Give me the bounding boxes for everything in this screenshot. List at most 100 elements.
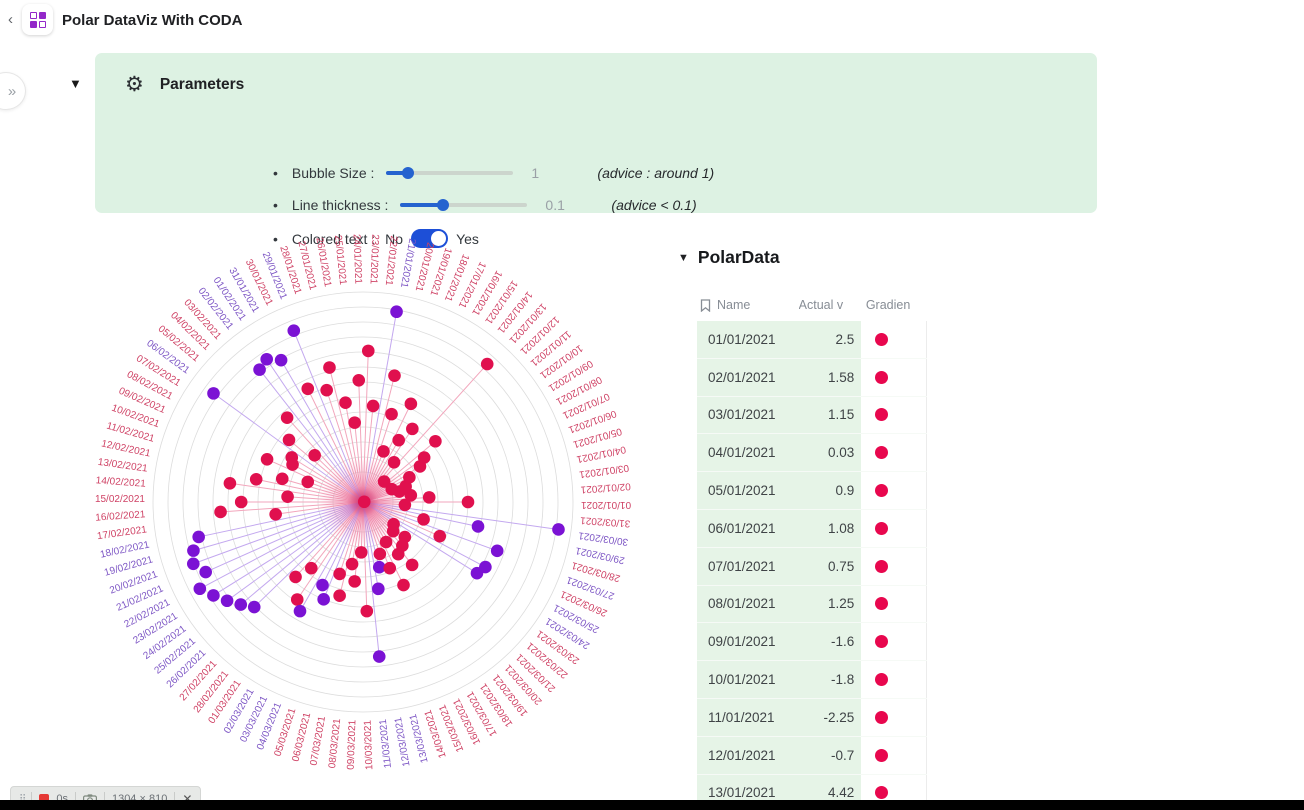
cell-actual-value[interactable]: 1.25 (799, 585, 862, 623)
data-bubble (387, 517, 400, 531)
data-bubble (293, 604, 307, 618)
cell-name[interactable]: 09/01/2021 (697, 623, 800, 661)
data-bubble (199, 565, 212, 579)
cell-name[interactable]: 06/01/2021 (697, 509, 800, 547)
data-bubble (207, 589, 220, 602)
cell-actual-value[interactable]: 0.9 (799, 472, 862, 509)
sidebar-expand-button[interactable]: » (0, 72, 26, 110)
cell-gradient[interactable] (861, 661, 927, 698)
cell-name[interactable]: 02/01/2021 (697, 358, 800, 396)
cell-gradient[interactable] (861, 736, 927, 774)
data-bubble (348, 575, 361, 588)
cell-gradient[interactable] (861, 509, 927, 547)
data-bubble (339, 396, 352, 410)
data-bubble (388, 369, 401, 382)
column-header-gradient[interactable]: Gradien (865, 298, 911, 312)
data-bubble (433, 529, 447, 543)
cell-actual-value[interactable]: 2.5 (799, 321, 862, 358)
data-bubble (282, 433, 296, 447)
bubble-size-slider[interactable] (386, 167, 514, 179)
table-row: 11/01/2021 -2.25 (697, 698, 927, 737)
cell-actual-value[interactable]: 1.58 (799, 358, 862, 396)
cell-actual-value[interactable]: 1.15 (799, 396, 862, 434)
data-bubble (406, 422, 419, 436)
line-thickness-advice: (advice < 0.1) (611, 197, 697, 213)
cell-gradient[interactable] (861, 623, 927, 661)
cell-actual-value[interactable]: -1.8 (799, 661, 862, 698)
cell-name[interactable]: 01/01/2021 (697, 321, 800, 358)
data-bubble (479, 560, 492, 574)
cell-name[interactable]: 05/01/2021 (697, 472, 800, 509)
date-label: 25/01/2021 (332, 235, 348, 286)
cell-gradient[interactable] (861, 434, 927, 472)
gradient-dot-icon (875, 446, 889, 460)
table-collapse-triangle-icon[interactable]: ▼ (678, 251, 689, 264)
table-title: PolarData (697, 247, 780, 267)
data-bubble (287, 324, 301, 337)
cell-gradient[interactable] (861, 396, 927, 434)
bubble-size-label: Bubble Size : (291, 165, 375, 181)
data-bubble (333, 567, 346, 581)
table-row: 09/01/2021 -1.6 (697, 623, 927, 662)
line-thickness-slider[interactable] (400, 199, 528, 211)
back-chevron-icon[interactable]: ‹ (8, 11, 13, 28)
column-header-actual-value[interactable]: Actual v (798, 298, 844, 312)
grid-icon (29, 11, 46, 28)
table-header: Name Actual v Gradien (697, 293, 927, 317)
cell-name[interactable]: 03/01/2021 (697, 396, 800, 434)
data-bubble (260, 352, 274, 366)
gear-icon: ⚙ (125, 73, 144, 96)
cell-gradient[interactable] (861, 358, 927, 396)
cell-gradient[interactable] (861, 547, 927, 585)
bullet-icon: • (273, 197, 278, 213)
close-icon[interactable]: ✕ (182, 792, 193, 806)
data-bubble (390, 305, 403, 319)
date-label: 07/03/2021 (309, 715, 329, 767)
data-bubble (392, 433, 406, 447)
cell-gradient[interactable] (861, 472, 927, 509)
date-label: 21/01/2021 (398, 237, 418, 289)
data-bubble (417, 451, 431, 464)
record-stop-button[interactable] (39, 794, 50, 804)
data-bubble (301, 475, 315, 489)
bubble-size-value: 1 (531, 165, 540, 181)
data-bubble (192, 530, 205, 544)
cell-gradient[interactable] (861, 321, 927, 358)
cell-name[interactable]: 11/01/2021 (697, 698, 800, 736)
cell-gradient[interactable] (861, 585, 927, 623)
section-collapse-triangle-icon[interactable]: ▼ (69, 76, 82, 91)
data-bubble (275, 472, 289, 486)
date-label: 30/03/2021 (577, 529, 629, 547)
gradient-dot-icon (875, 748, 889, 762)
data-bubble (186, 557, 200, 571)
cell-name[interactable]: 10/01/2021 (697, 661, 800, 698)
bookmark-icon (700, 298, 711, 312)
data-bubble (397, 578, 410, 592)
table-row: 04/01/2021 0.03 (697, 434, 927, 473)
data-bubble (383, 561, 397, 575)
parameters-title: Parameters (159, 75, 245, 93)
colored-text-toggle[interactable] (411, 229, 449, 248)
column-header-name[interactable]: Name (697, 298, 799, 312)
data-bubble (398, 498, 412, 512)
cell-name[interactable]: 08/01/2021 (697, 585, 800, 623)
double-chevron-right-icon: » (7, 82, 17, 100)
cell-gradient[interactable] (861, 698, 927, 736)
gradient-dot-icon (875, 786, 889, 800)
cell-actual-value[interactable]: 0.03 (799, 434, 862, 472)
cell-actual-value[interactable]: -1.6 (799, 623, 862, 661)
app-icon[interactable] (22, 4, 53, 35)
table-row: 05/01/2021 0.9 (697, 472, 927, 510)
cell-actual-value[interactable]: 1.08 (799, 509, 862, 547)
data-bubble (373, 547, 387, 561)
cell-actual-value[interactable]: -2.25 (799, 698, 862, 736)
cell-actual-value[interactable]: -0.7 (799, 736, 862, 774)
cell-name[interactable]: 12/01/2021 (697, 736, 800, 774)
cell-name[interactable]: 07/01/2021 (697, 547, 800, 585)
cell-actual-value[interactable]: 0.75 (799, 547, 862, 585)
drag-handle-icon[interactable]: ⣿ (19, 793, 26, 805)
cell-name[interactable]: 04/01/2021 (697, 434, 800, 472)
data-bubble (253, 363, 266, 376)
data-bubble (320, 383, 333, 397)
data-bubble (269, 507, 282, 521)
